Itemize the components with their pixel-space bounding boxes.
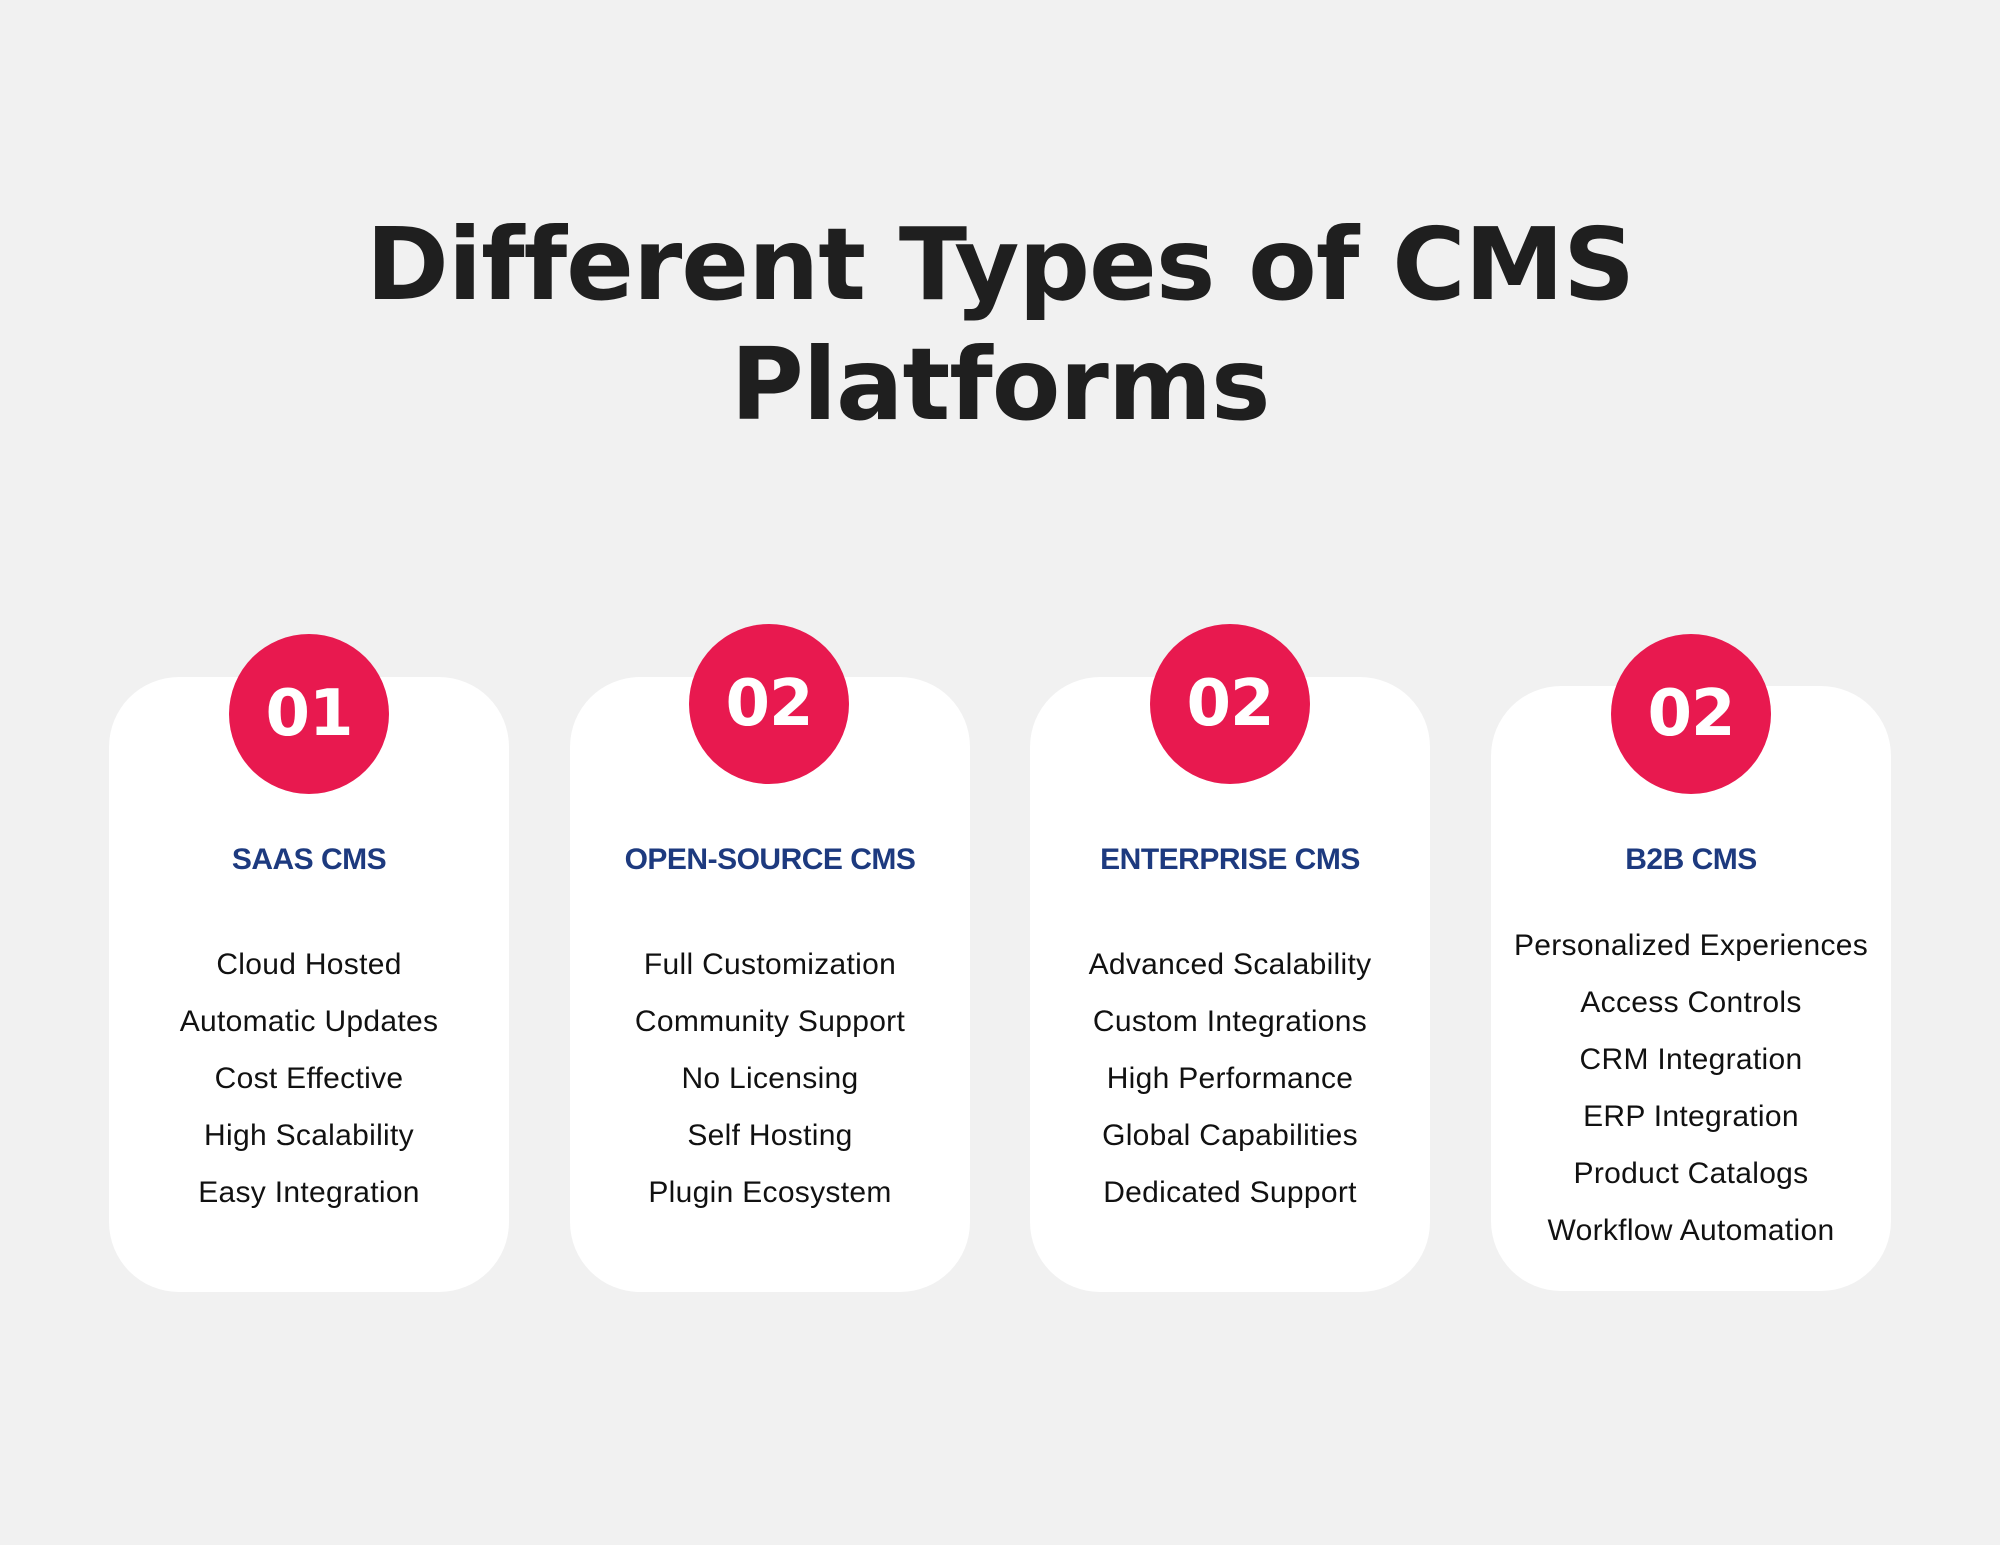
list-item: CRM Integration	[1579, 1043, 1803, 1076]
list-item: Community Support	[634, 1005, 906, 1038]
feature-list-3: Advanced Scalability Custom Integrations…	[1030, 936, 1430, 1221]
page-title-line-2: Platforms	[730, 326, 1270, 443]
list-item: Full Customization	[643, 948, 897, 981]
list-item: Advanced Scalability	[1088, 948, 1372, 981]
feature-list-2: Full Customization Community Support No …	[570, 936, 970, 1221]
number-badge-3: 02	[1150, 624, 1310, 784]
list-item: High Performance	[1106, 1062, 1354, 1095]
feature-list-1: Cloud Hosted Automatic Updates Cost Effe…	[109, 936, 509, 1221]
list-item: Dedicated Support	[1103, 1176, 1357, 1209]
list-item: Cloud Hosted	[216, 948, 402, 981]
list-item: Cost Effective	[214, 1062, 404, 1095]
list-item: Plugin Ecosystem	[648, 1176, 892, 1209]
list-item: Global Capabilities	[1102, 1119, 1358, 1152]
list-item: Access Controls	[1580, 986, 1802, 1019]
list-item: Self Hosting	[687, 1119, 853, 1152]
card-heading-1: SAAS CMS	[231, 843, 387, 876]
list-item: High Scalability	[204, 1119, 414, 1152]
list-item: Workflow Automation	[1547, 1214, 1835, 1247]
list-item: Easy Integration	[198, 1176, 420, 1209]
number-badge-2: 02	[689, 624, 849, 784]
list-item: Personalized Experiences	[1513, 929, 1869, 962]
page-title: Different Types of CMS Platforms	[0, 205, 2000, 445]
number-badge-1: 01	[229, 634, 389, 794]
card-heading-3: ENTERPRISE CMS	[1100, 843, 1360, 876]
list-item: Product Catalogs	[1573, 1157, 1809, 1190]
card-heading-4: B2B CMS	[1625, 843, 1757, 876]
list-item: No Licensing	[681, 1062, 859, 1095]
list-item: Automatic Updates	[179, 1005, 439, 1038]
feature-list-4: Personalized Experiences Access Controls…	[1491, 917, 1891, 1259]
card-heading-2: OPEN-SOURCE CMS	[624, 843, 916, 876]
page-title-line-1: Different Types of CMS	[365, 206, 1635, 323]
list-item: ERP Integration	[1583, 1100, 1799, 1133]
list-item: Custom Integrations	[1092, 1005, 1368, 1038]
number-badge-4: 02	[1611, 634, 1771, 794]
